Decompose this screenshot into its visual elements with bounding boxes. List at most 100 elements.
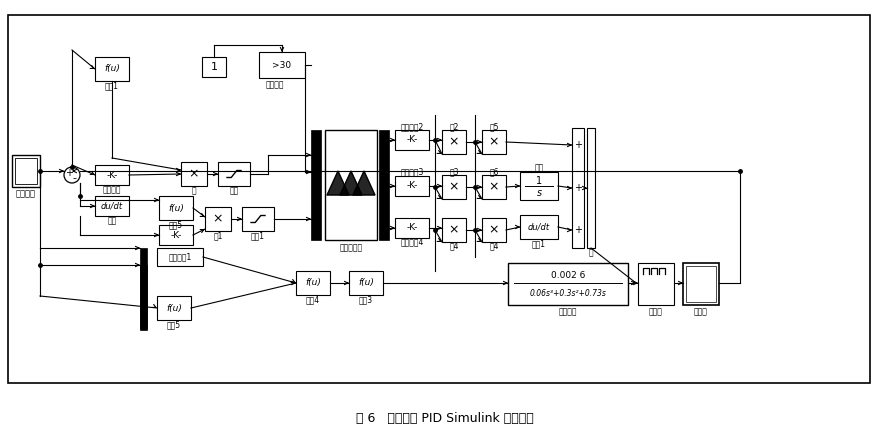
Bar <box>311 130 321 240</box>
Bar <box>95 57 129 81</box>
Text: 乘1: 乘1 <box>214 232 222 240</box>
Text: 乘: 乘 <box>191 187 197 196</box>
Text: 1: 1 <box>211 62 217 72</box>
Text: 模糊控制器: 模糊控制器 <box>339 243 362 252</box>
Bar <box>242 207 274 231</box>
Text: +: + <box>574 140 582 150</box>
Text: 条件开关: 条件开关 <box>266 81 284 90</box>
Text: ×: × <box>489 223 499 236</box>
Bar <box>95 196 129 216</box>
Bar <box>218 162 250 186</box>
Bar <box>686 266 716 302</box>
Text: 函数5: 函数5 <box>167 320 181 330</box>
Text: 乘4: 乘4 <box>449 242 458 251</box>
Text: 比例系数2: 比例系数2 <box>400 123 424 132</box>
Text: 函数1: 函数1 <box>105 81 119 90</box>
Bar <box>572 128 584 248</box>
Bar <box>638 263 674 305</box>
Text: 乘6: 乘6 <box>490 168 498 177</box>
Bar <box>442 130 466 154</box>
Bar <box>482 175 506 199</box>
Text: f(u): f(u) <box>104 65 120 74</box>
Text: ×: × <box>189 168 199 181</box>
Bar <box>587 128 595 248</box>
Text: 比例系数1: 比例系数1 <box>168 252 191 262</box>
Text: ×: × <box>449 223 459 236</box>
Text: -K-: -K- <box>407 136 417 145</box>
Text: du/dt: du/dt <box>101 201 123 210</box>
Bar <box>520 172 558 200</box>
Bar <box>202 57 226 77</box>
Bar <box>325 130 377 240</box>
Bar <box>520 215 558 239</box>
Text: 积分: 积分 <box>534 164 544 172</box>
Text: -K-: -K- <box>106 171 117 180</box>
Bar <box>395 218 429 238</box>
Bar <box>482 218 506 242</box>
Bar <box>12 155 40 187</box>
Bar <box>159 196 193 220</box>
Text: f(u): f(u) <box>166 304 182 313</box>
Text: 乘3: 乘3 <box>449 168 458 177</box>
Polygon shape <box>340 171 362 195</box>
Text: -K-: -K- <box>170 230 182 239</box>
Bar <box>296 271 330 295</box>
Text: f(u): f(u) <box>305 278 321 288</box>
Text: s: s <box>537 188 541 198</box>
Text: 微分: 微分 <box>108 216 117 226</box>
Bar <box>442 175 466 199</box>
Text: ×: × <box>449 181 459 194</box>
Text: >30: >30 <box>272 61 292 70</box>
Text: 函数5: 函数5 <box>169 220 183 229</box>
Bar <box>181 162 207 186</box>
Bar <box>259 52 305 78</box>
Text: 0.002 6: 0.002 6 <box>551 271 586 281</box>
Text: 0.06s³+0.3s²+0.73s: 0.06s³+0.3s²+0.73s <box>530 288 606 297</box>
Text: 乘4: 乘4 <box>490 242 498 251</box>
Text: -K-: -K- <box>407 181 417 191</box>
Text: 加: 加 <box>588 249 594 258</box>
Text: 微分1: 微分1 <box>532 239 546 249</box>
Bar <box>379 130 389 240</box>
Text: 透支器: 透支器 <box>694 307 708 317</box>
Bar <box>683 263 719 305</box>
Text: +: + <box>65 168 73 178</box>
Bar <box>95 165 129 185</box>
Text: f(u): f(u) <box>168 204 184 213</box>
Text: -K-: -K- <box>407 223 417 233</box>
Text: +: + <box>574 225 582 235</box>
Text: 1: 1 <box>536 176 542 186</box>
Text: 函数4: 函数4 <box>306 295 320 304</box>
Bar <box>442 218 466 242</box>
Text: 延迟器: 延迟器 <box>649 307 663 317</box>
Bar <box>482 130 506 154</box>
Bar <box>205 207 231 231</box>
Text: ×: × <box>489 181 499 194</box>
Text: -: - <box>72 173 76 183</box>
Bar <box>140 265 147 330</box>
Bar <box>395 130 429 150</box>
Text: 饱和: 饱和 <box>230 187 239 196</box>
Bar <box>395 176 429 196</box>
Text: 比例系数3: 比例系数3 <box>400 168 424 177</box>
Bar <box>15 158 37 184</box>
Text: ×: × <box>489 136 499 149</box>
Text: 比例系数4: 比例系数4 <box>400 237 424 246</box>
Bar <box>159 225 193 245</box>
Text: 阶跃信号: 阶跃信号 <box>16 190 36 198</box>
Text: 图 6   改进模糊 PID Simulink 仿真模型: 图 6 改进模糊 PID Simulink 仿真模型 <box>356 411 534 424</box>
Text: 乘2: 乘2 <box>449 123 458 132</box>
Bar <box>157 248 203 266</box>
Bar <box>508 263 628 305</box>
Text: du/dt: du/dt <box>528 223 550 232</box>
Text: 比例系数: 比例系数 <box>102 185 121 194</box>
Bar <box>140 248 147 328</box>
Text: 饱和1: 饱和1 <box>251 232 265 240</box>
Text: 传递函数: 传递函数 <box>559 307 578 317</box>
Polygon shape <box>353 171 375 195</box>
Polygon shape <box>327 171 349 195</box>
Bar <box>349 271 383 295</box>
Bar <box>157 296 191 320</box>
Text: f(u): f(u) <box>358 278 374 288</box>
Text: 乘5: 乘5 <box>490 123 498 132</box>
